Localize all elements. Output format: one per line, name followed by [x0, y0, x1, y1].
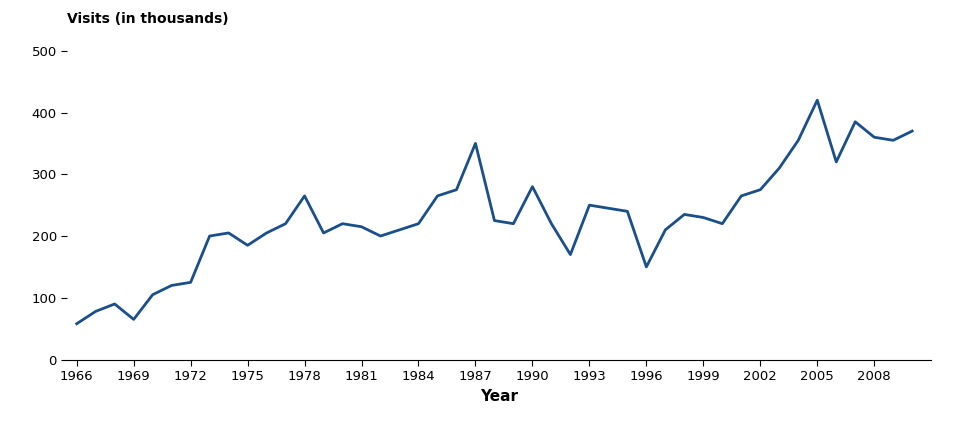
X-axis label: Year: Year [480, 388, 518, 404]
Text: Visits (in thousands): Visits (in thousands) [67, 12, 228, 26]
